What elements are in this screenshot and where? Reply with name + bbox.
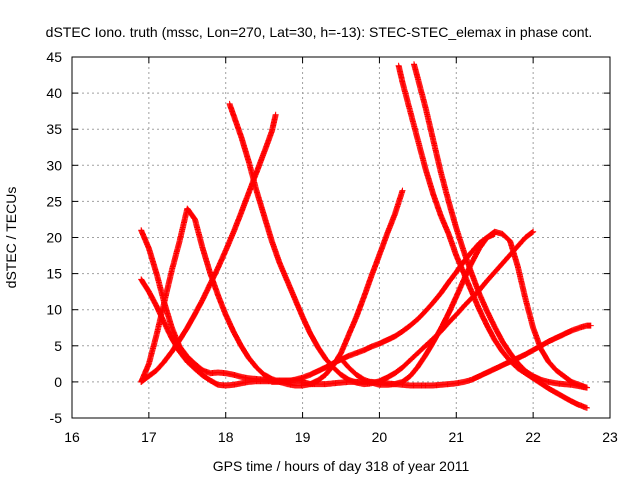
- y-tick-label: 15: [46, 266, 62, 282]
- data-series: [411, 61, 590, 391]
- data-series: [268, 230, 498, 385]
- x-tick-label: 17: [141, 429, 157, 445]
- data-point-markers: [299, 322, 594, 389]
- data-point-markers: [268, 230, 498, 385]
- data-series: [138, 276, 291, 389]
- x-tick-label: 23: [602, 429, 618, 445]
- y-tick-label: 5: [54, 338, 62, 354]
- data-series: [299, 322, 594, 389]
- data-point-markers: [138, 276, 291, 389]
- chart-title: dSTEC Iono. truth (mssc, Lon=270, Lat=30…: [46, 24, 593, 40]
- ticks: 16 17 18 19 20 21 22 23 -5 0 5 10 15 20 25 30 35 40 45: [46, 49, 618, 445]
- y-tick-label: 20: [46, 230, 62, 246]
- y-tick-label: 25: [46, 193, 62, 209]
- x-tick-label: 19: [295, 429, 311, 445]
- y-tick-label: -5: [50, 410, 63, 426]
- data-series: [138, 111, 279, 385]
- data-point-markers: [138, 187, 406, 389]
- x-tick-label: 20: [372, 429, 388, 445]
- y-tick-label: 0: [54, 374, 62, 390]
- y-tick-label: 45: [46, 49, 62, 65]
- data-points: [138, 61, 594, 411]
- y-tick-label: 10: [46, 302, 62, 318]
- data-series: [138, 187, 406, 389]
- data-point-markers: [138, 111, 279, 385]
- x-tick-label: 21: [448, 429, 464, 445]
- y-tick-label: 35: [46, 121, 62, 137]
- x-tick-label: 22: [525, 429, 541, 445]
- data-point-markers: [411, 61, 590, 391]
- x-tick-label: 16: [64, 429, 80, 445]
- y-tick-label: 40: [46, 85, 62, 101]
- y-axis-title: dSTEC / TECUs: [3, 187, 19, 289]
- x-tick-label: 18: [218, 429, 234, 445]
- x-axis-title: GPS time / hours of day 318 of year 2011: [213, 458, 470, 474]
- y-tick-label: 30: [46, 157, 62, 173]
